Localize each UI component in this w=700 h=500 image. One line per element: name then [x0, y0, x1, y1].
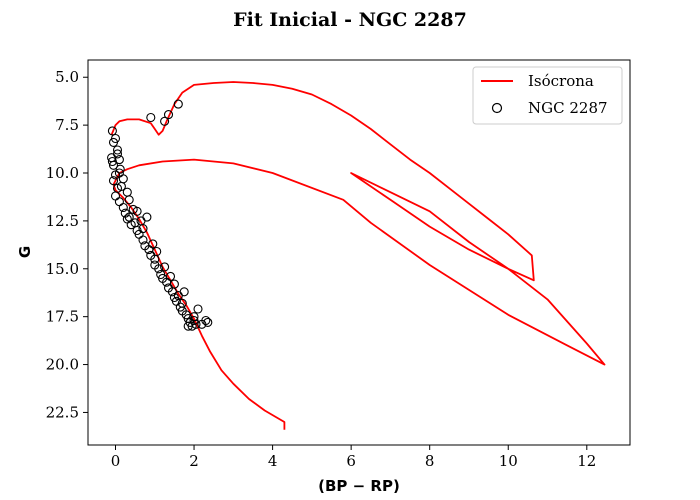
cluster-star-point	[107, 126, 117, 136]
y-tick-label: 20.0	[46, 356, 79, 374]
cluster-star-point	[146, 112, 156, 123]
cluster-star-point	[115, 164, 125, 174]
cluster-star-point	[108, 160, 119, 170]
x-tick-label: 4	[268, 452, 278, 470]
x-tick-label: 8	[425, 452, 435, 470]
cluster-star-point	[112, 149, 123, 159]
cluster-star-point	[177, 298, 187, 308]
x-tick-label: 10	[499, 452, 518, 470]
legend: Isócrona NGC 2287	[472, 66, 623, 125]
cluster-star-point	[112, 145, 123, 155]
cluster-star-point	[203, 317, 213, 327]
cluster-star-point	[118, 202, 128, 213]
cluster-star-point	[154, 264, 164, 274]
chart-title: Fit Inicial - NGC 2287	[233, 9, 467, 31]
y-tick-label: 22.5	[46, 403, 79, 421]
cluster-star-point	[179, 287, 189, 297]
cluster-star-point	[138, 235, 148, 245]
cluster-star-point	[169, 279, 179, 289]
cluster-star-point	[193, 304, 203, 314]
cluster-star-point	[160, 262, 170, 272]
x-tick-label: 0	[111, 452, 121, 470]
x-tick-label: 6	[346, 452, 356, 470]
y-tick-label: 5.0	[55, 68, 79, 86]
legend-marker-swatch	[491, 102, 503, 114]
y-tick-label: 7.5	[55, 116, 79, 134]
y-axis: 5.0 7.5 10.0 12.5 15.0 17.5 20.0 22.5	[46, 68, 88, 421]
x-tick-label: 2	[189, 452, 199, 470]
y-tick-label: 10.0	[46, 164, 79, 182]
cluster-star-point	[110, 133, 121, 144]
cluster-star-point	[107, 156, 117, 167]
y-tick-label: 17.5	[46, 308, 79, 326]
cluster-star-point	[138, 224, 148, 234]
cluster-star-point	[189, 315, 199, 326]
y-tick-label: 12.5	[46, 212, 79, 230]
x-axis: 0 2 4 6 8 10 12	[111, 445, 596, 470]
cluster-star-point	[152, 246, 162, 257]
x-axis-label: (BP − RP)	[318, 477, 400, 495]
y-axis-label: G	[16, 246, 34, 258]
series-layer	[107, 81, 606, 430]
cluster-star-point	[165, 271, 176, 281]
cluster-star-point	[132, 206, 142, 216]
legend-label-cluster: NGC 2287	[528, 99, 608, 117]
cluster-star-point	[163, 110, 174, 120]
cluster-star-point	[183, 321, 193, 331]
legend-label-isochrone: Isócrona	[528, 72, 594, 90]
y-tick-label: 15.0	[46, 260, 79, 278]
x-tick-label: 12	[577, 452, 596, 470]
cluster-star-point	[160, 116, 170, 126]
cluster-star-point	[187, 321, 197, 331]
cluster-star-point	[173, 99, 183, 109]
cluster-star-point	[108, 176, 119, 186]
isochrone-line	[110, 81, 606, 430]
cluster-star-point	[122, 187, 132, 197]
cluster-star-point	[148, 239, 158, 249]
cluster-star-point	[201, 315, 211, 326]
cluster-star-point	[114, 168, 124, 178]
